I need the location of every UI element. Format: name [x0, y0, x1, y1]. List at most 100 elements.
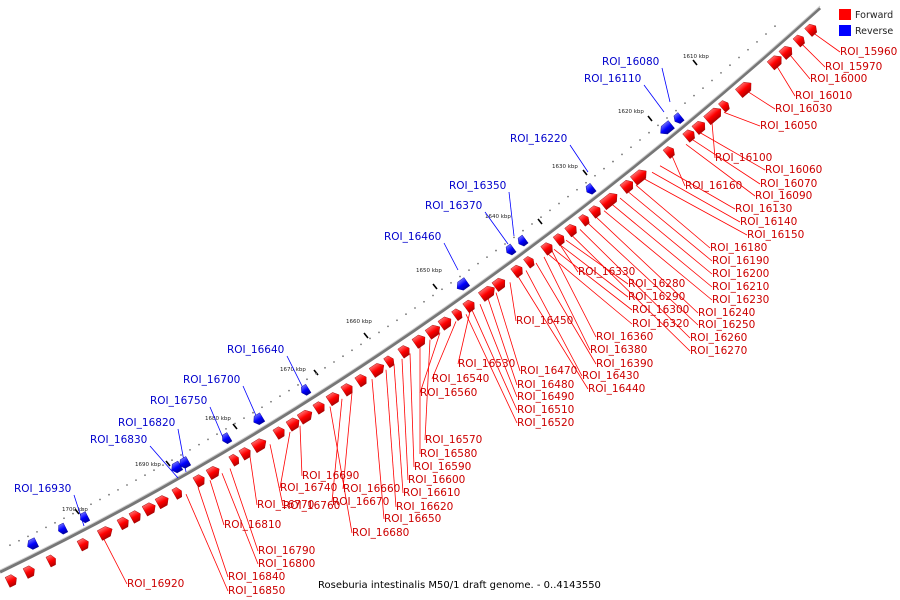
track-dot	[126, 484, 128, 486]
forward-gene-label: ROI_16090	[755, 190, 812, 202]
forward-gene	[662, 146, 675, 159]
forward-gene-label: ROI_16260	[690, 332, 747, 344]
forward-gene-label: ROI_16010	[795, 90, 852, 102]
track-dot	[621, 153, 623, 156]
forward-gene	[397, 345, 410, 359]
tick-mark	[692, 59, 698, 66]
forward-gene-label: ROI_16240	[698, 307, 755, 319]
tick-mark	[313, 369, 319, 376]
reverse-gene-label: ROI_16640	[227, 344, 284, 356]
track-dot	[27, 535, 29, 538]
track-dot	[144, 474, 146, 477]
forward-gene	[462, 299, 475, 314]
leader-line	[559, 244, 579, 273]
track-dot	[252, 411, 254, 414]
forward-gene	[552, 233, 565, 247]
leader-line	[619, 197, 713, 275]
forward-gene-label: ROI_16530	[458, 358, 515, 370]
forward-gene	[285, 417, 300, 432]
tick-label: 1700 kbp	[62, 507, 88, 513]
leader-line	[419, 332, 441, 394]
leader-line	[229, 468, 259, 552]
forward-gene-label: ROI_15960	[840, 46, 897, 58]
forward-gene	[238, 447, 251, 461]
forward-gene-label: ROI_16320	[632, 318, 689, 330]
forward-gene-label: ROI_16190	[712, 255, 769, 267]
reverse-gene	[179, 456, 192, 469]
leader-line	[509, 282, 517, 322]
leader-line	[299, 425, 303, 477]
leader-line	[535, 262, 597, 365]
leader-line	[371, 379, 385, 520]
forward-gene	[540, 242, 553, 256]
forward-gene	[619, 179, 634, 194]
track-dot	[675, 109, 677, 112]
leader-line	[651, 171, 741, 223]
forward-gene-label: ROI_16060	[765, 164, 822, 176]
track-dot	[324, 366, 326, 369]
forward-gene-label: ROI_16690	[302, 470, 359, 482]
track-dot	[693, 94, 695, 97]
reverse-gene-label: ROI_16930	[14, 483, 71, 495]
forward-gene	[250, 438, 267, 454]
track-dot	[729, 64, 731, 67]
tick-label: 1650 kbp	[416, 268, 442, 274]
reverse-gene-label: ROI_16700	[183, 374, 240, 386]
forward-gene	[491, 277, 506, 292]
forward-gene	[411, 334, 426, 349]
forward-gene-label: ROI_16660	[343, 483, 400, 495]
forward-gene	[804, 23, 818, 37]
reverse-gene-label: ROI_16110	[584, 73, 641, 85]
track-dot	[495, 249, 497, 252]
leader-line	[424, 339, 431, 441]
forward-gene-label: ROI_16210	[712, 281, 769, 293]
forward-gene	[354, 374, 367, 388]
forward-gene-label: ROI_16770	[257, 499, 314, 511]
track-dot	[342, 355, 344, 358]
reverse-gene-label: ROI_16220	[510, 133, 567, 145]
track-dot	[585, 181, 587, 184]
track-dot	[108, 493, 110, 496]
leader-line	[385, 369, 397, 508]
track-dot	[288, 389, 290, 392]
leader-line	[553, 249, 633, 311]
track-dot	[603, 167, 605, 170]
reverse-gene	[253, 412, 266, 425]
forward-gene	[523, 256, 535, 269]
leader-line	[249, 456, 258, 506]
leader-line	[479, 304, 518, 398]
legend-reverse-swatch	[839, 25, 851, 36]
tick-label: 1610 kbp	[683, 54, 709, 60]
track-dot	[666, 117, 668, 119]
forward-gene-label: ROI_16030	[775, 103, 832, 115]
track-dot	[702, 87, 704, 90]
track-dot	[477, 262, 479, 265]
track-dot	[180, 454, 182, 456]
track-dot	[72, 512, 74, 515]
forward-gene-label: ROI_16540	[432, 373, 489, 385]
forward-gene	[510, 264, 523, 279]
forward-gene-label: ROI_16920	[127, 578, 184, 590]
forward-gene-label: ROI_16360	[596, 331, 653, 343]
forward-gene-label: ROI_16790	[258, 545, 315, 557]
forward-gene-label: ROI_16200	[712, 268, 769, 280]
track-dot	[315, 372, 317, 375]
track-dot	[36, 530, 38, 533]
reverse-gene-label: ROI_16820	[118, 417, 175, 429]
dot-layer	[9, 25, 776, 547]
track-dot	[198, 443, 200, 446]
track-dot	[81, 508, 83, 510]
track-dot	[270, 400, 272, 403]
leader-line	[723, 111, 761, 127]
forward-gene-label: ROI_16570	[425, 434, 482, 446]
leader-line	[209, 406, 225, 441]
track-dot	[135, 479, 137, 482]
legend-forward-label: Forward	[855, 10, 893, 21]
track-dot	[351, 349, 353, 352]
track-dot	[216, 433, 218, 436]
forward-gene	[325, 392, 340, 407]
track-dot	[378, 331, 380, 334]
forward-gene	[682, 129, 695, 143]
track-dot	[711, 79, 713, 82]
track-dot	[774, 25, 776, 28]
